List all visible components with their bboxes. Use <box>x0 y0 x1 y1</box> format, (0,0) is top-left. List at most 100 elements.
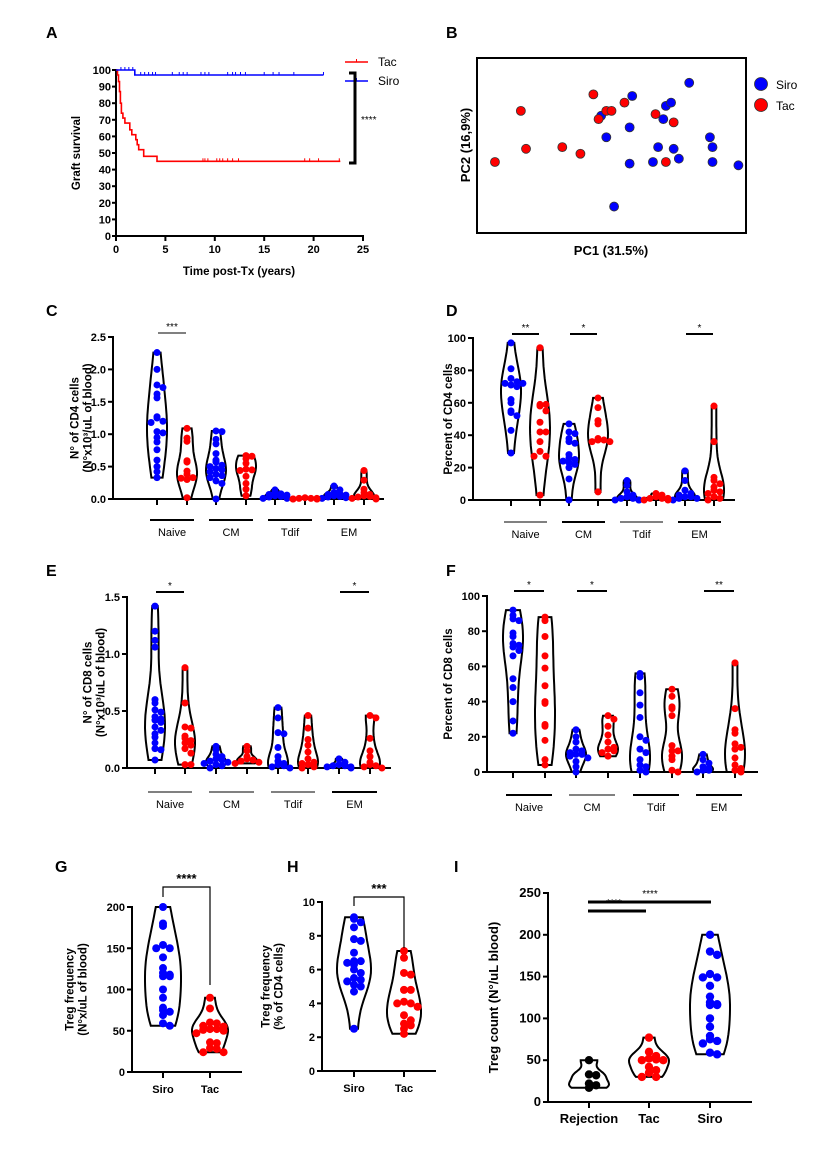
data-point-tac <box>674 768 682 776</box>
panel-label-b: B <box>446 25 458 42</box>
data-point-siro <box>212 458 220 466</box>
data-point-siro <box>323 763 331 771</box>
data-point-tac <box>536 402 544 410</box>
data-point-tac <box>604 738 612 746</box>
data-point-siro <box>705 947 715 956</box>
data-point-tac <box>181 745 189 753</box>
data-point-siro <box>712 1000 722 1010</box>
y-tick-label: 100 <box>448 333 466 345</box>
data-point-siro <box>157 718 165 726</box>
data-point-tac <box>406 1021 415 1030</box>
data-point-tac <box>212 1044 221 1053</box>
panel-c-cd4-counts: 0.0 0.5 1.0 1.5 2.0 2.5 N° of CD4 cells (N°x10³… <box>70 322 384 539</box>
violin-tac-cm <box>235 454 257 497</box>
data-point-tac <box>183 470 191 478</box>
data-point-siro <box>151 716 159 724</box>
pca-point-tac <box>593 114 604 124</box>
data-point-siro <box>286 764 294 772</box>
data-point-siro <box>212 755 220 763</box>
group-label-em: EM <box>346 799 363 811</box>
survival-curve-siro <box>116 69 324 76</box>
group-label-em: EM <box>341 527 358 539</box>
y-tick-label: 200 <box>519 927 541 942</box>
panel-g-treg-frequency: 0 50 100 150 200 Siro Tac Treg frequency (N°x/uL… <box>65 871 242 1096</box>
y-tick-label: 40 <box>99 165 111 177</box>
data-point-tac <box>594 436 602 444</box>
data-point-tac <box>413 1002 422 1011</box>
panel-label-f: F <box>446 563 456 580</box>
data-point-tac <box>242 479 250 487</box>
data-point-tac <box>731 729 739 737</box>
pca-point-tac <box>619 97 630 108</box>
data-point-siro <box>159 985 167 994</box>
data-point-tac <box>541 632 549 640</box>
data-point-tac <box>304 736 312 743</box>
data-point-tac <box>731 740 739 748</box>
y-axis-label: N° of CD8 cells <box>83 642 95 724</box>
y-tick-label: 20 <box>468 732 480 744</box>
data-point-siro <box>566 752 574 760</box>
data-point-tac <box>704 490 712 498</box>
pca-point-tac <box>575 148 586 159</box>
data-point-tac <box>536 438 544 446</box>
data-point-siro <box>509 632 517 640</box>
data-point-siro <box>350 923 358 932</box>
data-point-siro <box>681 493 689 501</box>
data-point-siro <box>507 409 515 417</box>
data-point-tac <box>658 494 666 502</box>
data-point-siro <box>274 714 282 722</box>
data-point-siro <box>681 467 689 475</box>
y-tick-label: 80 <box>454 365 466 377</box>
significance-label: *** <box>166 322 178 333</box>
data-point-siro <box>629 494 637 502</box>
data-point-siro <box>509 643 517 651</box>
data-point-siro <box>572 726 580 734</box>
data-point-siro <box>159 1011 167 1020</box>
data-point-tac <box>255 758 263 766</box>
x-tick-label-tac: Tac <box>638 1111 659 1126</box>
pca-point-tac <box>557 142 568 153</box>
data-point-siro <box>159 429 167 437</box>
data-point-tac <box>674 747 682 755</box>
data-point-tac <box>710 493 718 501</box>
y-tick-label: 0.0 <box>91 494 106 506</box>
data-point-siro <box>206 764 214 772</box>
data-point-siro <box>324 493 332 501</box>
data-point-tac <box>372 762 380 770</box>
panel-e-cd8-counts: 0.0 0.5 1.0 1.5 N° of CD8 cells (N°x10³/uL of… <box>83 581 391 811</box>
data-point-tac <box>668 685 676 693</box>
data-point-siro <box>705 1048 715 1057</box>
y-tick-label: 2 <box>309 1032 315 1044</box>
data-point-tac <box>243 747 251 755</box>
data-point-siro <box>698 1039 708 1048</box>
pca-point-tac <box>660 157 671 167</box>
x-axis-label: PC1 (31.5%) <box>574 243 648 258</box>
data-point-siro <box>705 1022 715 1031</box>
data-point-tac <box>181 723 189 731</box>
data-point-siro <box>693 494 701 502</box>
panel-b-pca: Siro Tac PC1 (31.5%) PC2 (16,9%) <box>458 57 798 258</box>
y-tick-label: 1.5 <box>91 397 106 409</box>
data-point-tac <box>400 968 408 977</box>
data-point-tac <box>652 493 660 501</box>
data-point-siro <box>218 756 226 764</box>
data-point-tac <box>206 1004 214 1013</box>
data-point-siro <box>151 636 159 644</box>
data-point-siro <box>218 472 226 480</box>
data-point-tac <box>406 999 415 1008</box>
data-point-siro <box>578 750 586 758</box>
data-point-siro <box>507 449 515 457</box>
y-axis-label: (N°x10³/uL of blood) <box>96 628 108 737</box>
pca-point-siro <box>601 132 612 143</box>
data-point-siro <box>681 477 689 485</box>
pca-point-siro <box>733 160 744 171</box>
y-tick-label: 90 <box>99 82 111 94</box>
data-point-tac <box>181 761 189 769</box>
data-point-tac <box>366 492 374 500</box>
data-point-siro <box>153 365 161 373</box>
data-point-siro <box>280 762 288 770</box>
data-point-siro <box>623 493 631 501</box>
data-point-tac <box>212 1019 221 1028</box>
data-point-tac <box>199 1048 208 1057</box>
x-tick-label: 20 <box>307 244 319 256</box>
